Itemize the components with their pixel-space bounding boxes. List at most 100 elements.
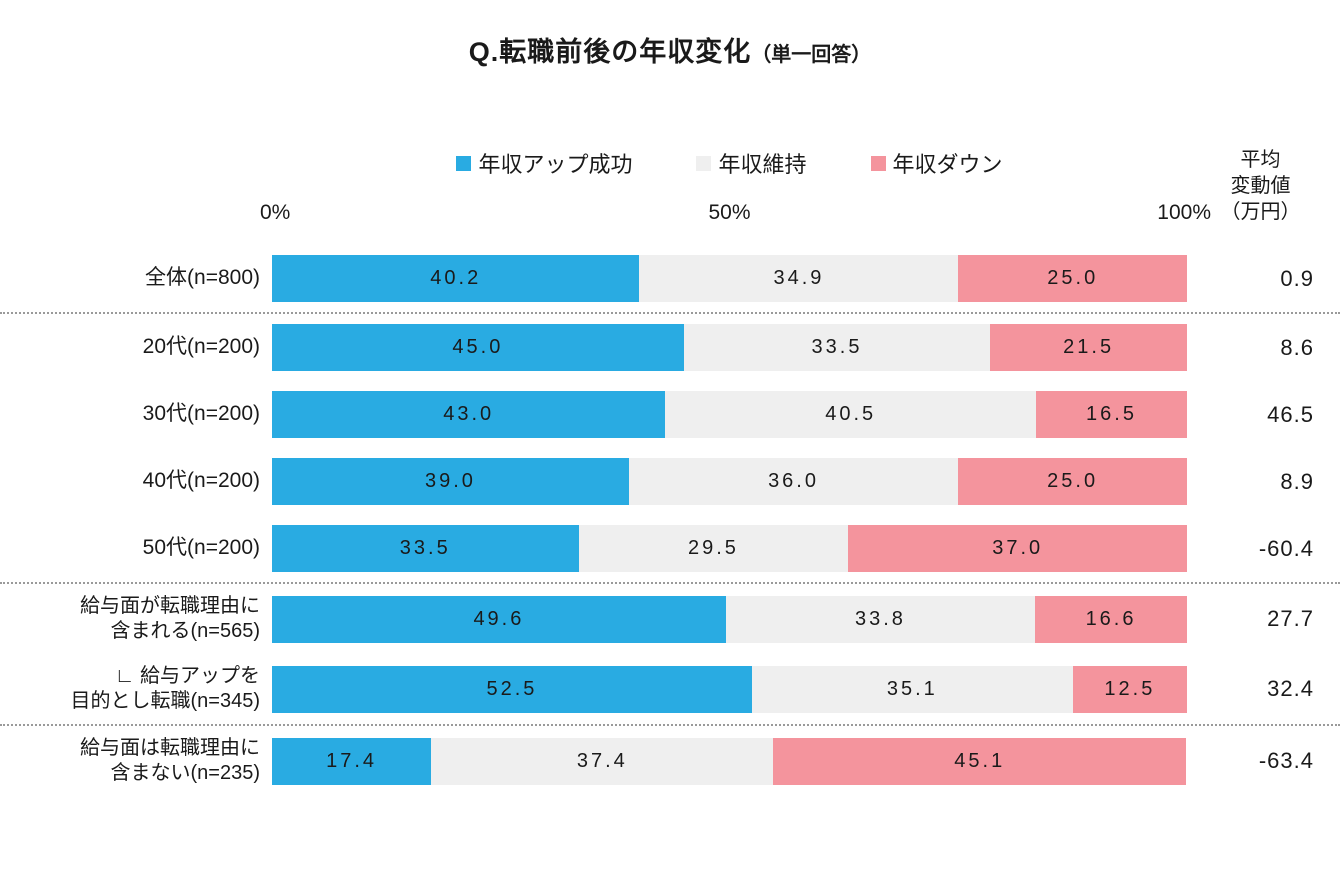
- bar-segment-value: 45.1: [954, 749, 1006, 772]
- row-label-line: 30代(n=200): [142, 402, 260, 426]
- bar-segment-raise: 39.0: [272, 458, 629, 505]
- row-plot-area: 45.0 33.5 21.5: [272, 324, 1187, 371]
- bar-segment-drop: 25.0: [958, 458, 1187, 505]
- bar-segment-raise: 52.5: [272, 665, 752, 713]
- bar-segment-value: 37.0: [992, 537, 1044, 559]
- avg-value: -60.4: [1258, 535, 1314, 561]
- avg-value: -63.4: [1258, 748, 1314, 773]
- bar-segment-value: 21.5: [1063, 336, 1115, 358]
- row-label: 20代(n=200): [0, 334, 272, 360]
- bar-segment-value: 43.0: [443, 403, 495, 425]
- avg-header-line-1: 平均: [1240, 149, 1281, 171]
- bar-segment-keep: 34.9: [639, 255, 959, 302]
- chart-title: Q.転職前後の年収変化（単一回答）: [0, 30, 1340, 69]
- chart-row: 30代(n=200) 43.0 40.5 16.5 46.5: [0, 381, 1340, 448]
- row-plot-area: 39.0 36.0 25.0: [272, 458, 1187, 505]
- group-separator: [0, 312, 1340, 314]
- avg-value: 27.7: [1267, 606, 1314, 631]
- bar-segment-drop: 37.0: [848, 525, 1187, 572]
- bar-segment-value: 35.1: [886, 677, 938, 700]
- avg-value: 46.5: [1267, 401, 1314, 427]
- bar-segment-keep: 33.5: [683, 324, 991, 371]
- chart-row: 給与面が転職理由に含まれる(n=565) 49.6 33.8 16.6 27.7: [0, 584, 1340, 654]
- stacked-bar: 40.2 34.9 25.0: [272, 255, 1188, 302]
- group-separator: [0, 724, 1340, 726]
- bar-segment-keep: 35.1: [751, 665, 1073, 713]
- legend-item-drop: 年収ダウン: [870, 147, 1003, 179]
- bar-segment-raise: 40.2: [272, 255, 640, 302]
- bar-segment-keep: 40.5: [665, 391, 1036, 438]
- bar-segment-value: 37.4: [576, 749, 628, 772]
- row-label: 全体(n=800): [0, 265, 272, 291]
- legend-swatch-raise: [456, 155, 472, 171]
- bar-segment-keep: 36.0: [628, 458, 959, 505]
- bar-segment-value: 40.5: [825, 403, 877, 425]
- chart-row: 全体(n=800) 40.2 34.9 25.0 0.9: [0, 245, 1340, 312]
- row-label-line: 含まれる(n=565): [110, 620, 261, 642]
- row-label-line: 給与面が転職理由に: [80, 595, 260, 617]
- bar-segment-value: 12.5: [1104, 677, 1156, 700]
- bar-segment-raise: 43.0: [272, 391, 666, 438]
- bar-segment-value: 40.2: [430, 267, 482, 289]
- row-label-line: 全体(n=800): [145, 266, 260, 290]
- row-plot-area: 52.5 35.1 12.5: [272, 665, 1188, 713]
- row-plot-area: 43.0 40.5 16.5: [272, 391, 1187, 438]
- row-label-line: 40代(n=200): [142, 469, 260, 493]
- axis-tick-0: 0%: [260, 201, 291, 224]
- row-plot-area: 49.6 33.8 16.6: [272, 595, 1187, 643]
- bar-segment-keep: 33.8: [725, 595, 1036, 643]
- row-label-line: 給与面は転職理由に: [80, 737, 260, 759]
- avg-header-line-3: （万円）: [1220, 201, 1301, 223]
- bar-segment-drop: 16.6: [1035, 595, 1187, 643]
- row-label: 給与面は転職理由に含まない(n=235): [0, 736, 272, 786]
- group-separator: [0, 582, 1340, 584]
- avg-value: 8.9: [1280, 468, 1314, 494]
- row-label: 40代(n=200): [0, 468, 272, 494]
- bar-segment-keep: 37.4: [431, 737, 774, 785]
- chart-title-sub: （単一回答）: [751, 44, 872, 66]
- stacked-bar: 39.0 36.0 25.0: [272, 458, 1187, 505]
- legend-label-raise: 年収アップ成功: [478, 152, 633, 177]
- chart-row: ∟ 給与アップを 目的とし転職(n=345) 52.5 35.1 12.5 32.4: [0, 654, 1340, 724]
- bar-segment-value: 29.5: [688, 537, 739, 559]
- stacked-bar: 17.4 37.4 45.1: [272, 737, 1187, 785]
- stacked-bar: 43.0 40.5 16.5: [272, 391, 1187, 438]
- chart-row: 50代(n=200) 33.5 29.5 37.0 -60.4: [0, 515, 1340, 582]
- bar-segment-drop: 16.5: [1036, 391, 1187, 438]
- bar-segment-drop: 45.1: [773, 737, 1187, 785]
- bar-segment-value: 17.4: [326, 749, 378, 772]
- row-label-line: 50代(n=200): [142, 536, 260, 560]
- bar-segment-keep: 29.5: [578, 525, 849, 572]
- chart-row: 20代(n=200) 45.0 33.5 21.5 8.6: [0, 314, 1340, 381]
- avg-value: 0.9: [1280, 265, 1314, 291]
- stacked-bar: 45.0 33.5 21.5: [272, 324, 1187, 371]
- row-label: 給与面が転職理由に含まれる(n=565): [0, 594, 272, 644]
- bar-segment-value: 33.5: [399, 537, 451, 559]
- row-label-line: 含まない(n=235): [110, 762, 261, 784]
- chart-row: 給与面は転職理由に含まない(n=235) 17.4 37.4 45.1 -63.4: [0, 726, 1340, 796]
- bar-segment-drop: 12.5: [1072, 665, 1188, 713]
- row-plot-area: 40.2 34.9 25.0: [272, 255, 1188, 302]
- axis-tick-50: 50%: [708, 201, 751, 224]
- chart-rows: 全体(n=800) 40.2 34.9 25.0 0.9 20代(n=200) 45…: [0, 245, 1340, 796]
- bar-segment-raise: 33.5: [272, 525, 579, 572]
- chart-title-main: Q.転職前後の年収変化: [468, 37, 752, 67]
- row-plot-area: 33.5 29.5 37.0: [272, 525, 1187, 572]
- bar-segment-raise: 45.0: [272, 324, 684, 371]
- bar-segment-value: 16.6: [1085, 607, 1137, 630]
- bar-segment-raise: 17.4: [272, 737, 432, 785]
- bar-segment-value: 52.5: [486, 677, 538, 700]
- bar-segment-value: 33.8: [854, 607, 906, 630]
- stacked-bar: 49.6 33.8 16.6: [272, 595, 1187, 643]
- legend-label-keep: 年収維持: [718, 152, 807, 177]
- legend-label-drop: 年収ダウン: [892, 152, 1003, 177]
- salary-change-survey-chart: Q.転職前後の年収変化（単一回答） 年収アップ成功 年収維持 年収ダウン: [0, 30, 1340, 796]
- bar-segment-value: 49.6: [473, 607, 525, 630]
- legend-swatch-drop: [870, 155, 886, 171]
- bar-segment-value: 25.0: [1047, 267, 1099, 289]
- bar-segment-drop: 25.0: [958, 255, 1188, 302]
- bar-segment-value: 45.0: [452, 336, 504, 358]
- bar-segment-value: 25.0: [1047, 470, 1099, 492]
- bar-segment-value: 34.9: [773, 267, 825, 289]
- legend: 年収アップ成功 年収維持 年収ダウン: [272, 147, 1187, 179]
